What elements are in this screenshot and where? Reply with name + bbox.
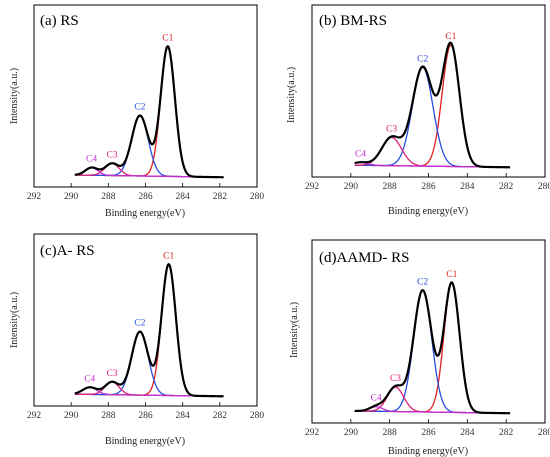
- panel-a-x-tick-label-290: 290: [64, 192, 79, 202]
- panel-a-title: (a) RS: [40, 13, 79, 29]
- panel-a-peak-label-c3: C3: [107, 150, 118, 160]
- panel-c-x-tick-label-292: 292: [27, 411, 42, 421]
- panel-c-x-tick-label-284: 284: [176, 411, 191, 421]
- panel-c-peak-label-c3: C3: [107, 369, 118, 379]
- panel-d-x-tick-label-282: 282: [499, 428, 514, 438]
- panel-a-x-axis-label: Binding energy(eV): [105, 208, 185, 219]
- panel-c-peak-label-c4: C4: [84, 374, 95, 384]
- panel-d-envelope: [354, 281, 511, 415]
- panel-b-title: (b) BM-RS: [319, 13, 387, 29]
- panel-b-peak-label-c2: C2: [417, 54, 428, 64]
- panel-a-peak-label-c2: C2: [134, 103, 145, 113]
- panel-a-peak-c1: [74, 45, 224, 178]
- panel-d-x-tick-label-280: 280: [538, 428, 550, 438]
- panel-b-x-tick-label-290: 290: [344, 182, 359, 192]
- panel-c-x-tick-label-282: 282: [213, 411, 228, 421]
- panel-b: (b) BM-RS Binding energy(eV) Intensity(a…: [286, 4, 550, 217]
- panel-c-peak-label-c1: C1: [163, 251, 174, 261]
- panel-a-x-tick-label-280: 280: [250, 192, 265, 202]
- panel-a-peak-label-c4: C4: [86, 155, 97, 165]
- panel-b-x-tick-label-288: 288: [383, 182, 398, 192]
- panel-d-x-tick-label-292: 292: [305, 428, 320, 438]
- panel-a-envelope: [74, 45, 224, 179]
- panel-b-x-tick-label-286: 286: [421, 182, 436, 192]
- panel-b-envelope: [354, 41, 511, 169]
- panel-d-x-tick-label-288: 288: [383, 428, 398, 438]
- panel-a: (a) RS Binding energy(eV) Intensity(a.u.…: [9, 4, 265, 219]
- panel-c-x-axis-label: Binding energy(eV): [105, 436, 185, 447]
- panel-d-x-axis-label: Binding energy(eV): [388, 446, 468, 457]
- panel-a-x-tick-label-282: 282: [213, 192, 228, 202]
- panel-d-frame: [311, 239, 546, 424]
- panel-c-x-tick-label-286: 286: [138, 411, 153, 421]
- panel-a-frame: [33, 4, 258, 188]
- panel-a-x-tick-label-284: 284: [176, 192, 191, 202]
- panel-b-x-axis-label: Binding energy(eV): [388, 206, 468, 217]
- panel-c-peak-c1: [74, 263, 224, 397]
- panel-d-y-axis-label: Intensity(a.u.): [289, 302, 300, 358]
- panel-c-title: (c)A- RS: [40, 243, 95, 259]
- panel-b-x-tick-label-280: 280: [538, 182, 550, 192]
- panel-b-x-tick-label-282: 282: [499, 182, 514, 192]
- panel-c-x-tick-label-288: 288: [101, 411, 116, 421]
- panel-a-x-tick-label-286: 286: [138, 192, 153, 202]
- panel-d: (d)AAMD- RS Binding energy(eV) Intensity…: [289, 239, 550, 457]
- panel-a-peak-label-c1: C1: [162, 34, 173, 44]
- panel-d-peak-label-c2: C2: [417, 277, 428, 287]
- panel-d-peak-label-c3: C3: [390, 374, 401, 384]
- panel-d-peak-label-c4: C4: [371, 394, 382, 404]
- panel-b-y-axis-label: Intensity(a.u.): [286, 67, 297, 123]
- panel-c-envelope: [74, 262, 224, 398]
- panel-d-peak-label-c1: C1: [446, 270, 457, 280]
- panel-b-peak-label-c4: C4: [355, 149, 366, 159]
- panel-c-y-axis-label: Intensity(a.u.): [9, 292, 20, 348]
- panel-d-title: (d)AAMD- RS: [319, 250, 409, 266]
- panel-b-peak-label-c3: C3: [386, 124, 397, 134]
- panel-c-peak-label-c2: C2: [134, 319, 145, 329]
- panel-a-x-tick-label-292: 292: [27, 192, 42, 202]
- panel-c-x-tick-label-280: 280: [250, 411, 265, 421]
- panel-c-x-tick-label-290: 290: [64, 411, 79, 421]
- panel-c-peak-c2: [74, 331, 224, 397]
- panel-d-x-tick-label-290: 290: [344, 428, 359, 438]
- panel-b-x-tick-label-292: 292: [305, 182, 320, 192]
- panel-d-x-tick-label-284: 284: [460, 428, 475, 438]
- panel-a-x-tick-label-288: 288: [101, 192, 116, 202]
- panel-b-peak-label-c1: C1: [445, 32, 456, 42]
- panel-a-y-axis-label: Intensity(a.u.): [9, 68, 20, 124]
- panel-c: (c)A- RS Binding energy(eV) Intensity(a.…: [9, 233, 265, 447]
- panel-b-frame: [311, 4, 546, 178]
- panel-c-frame: [33, 233, 258, 407]
- panel-d-x-tick-label-286: 286: [421, 428, 436, 438]
- panel-b-x-tick-label-284: 284: [460, 182, 475, 192]
